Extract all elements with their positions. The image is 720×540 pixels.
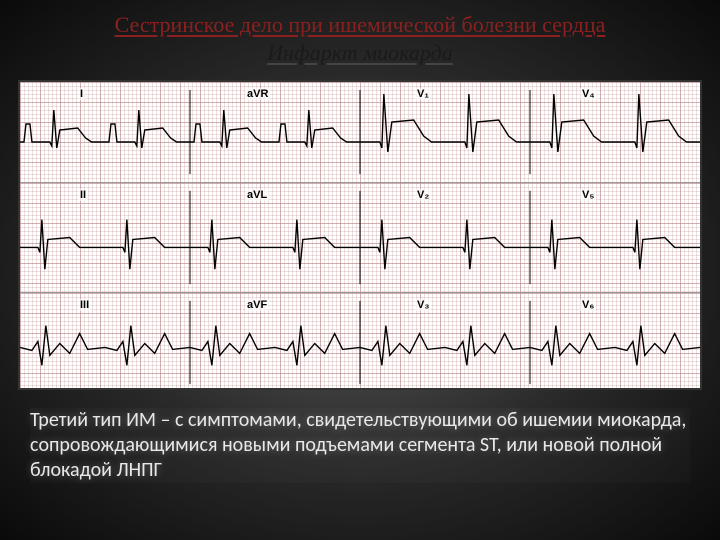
lead-label: aVF	[245, 299, 269, 311]
lead-label: V₃	[415, 299, 431, 311]
ecg-trace	[20, 293, 700, 390]
lead-label: aVL	[245, 189, 269, 201]
ecg-trace	[20, 183, 700, 292]
lead-label: III	[78, 299, 91, 311]
ecg-strip-3: III aVF V₃ V₆	[20, 292, 700, 390]
lead-label: V₁	[415, 88, 431, 100]
slide-title: Сестринское дело при ишемической болезни…	[20, 12, 700, 38]
lead-label: V₆	[580, 299, 596, 311]
lead-label: II	[78, 189, 88, 201]
title-block: Сестринское дело при ишемической болезни…	[0, 0, 720, 74]
slide-subtitle: Инфаркт миокарда	[20, 40, 700, 66]
ecg-readout: IaVR V₁ V₄ II aVL V₂ V₅ III aVF V₃ V₆	[18, 80, 702, 390]
lead-label: I	[78, 88, 85, 100]
ecg-strip-1: IaVR V₁ V₄	[20, 82, 700, 182]
lead-label: aVR	[245, 88, 270, 100]
ecg-trace	[20, 82, 700, 182]
lead-label: V₅	[580, 189, 596, 201]
ecg-strip-2: II aVL V₂ V₅	[20, 182, 700, 292]
lead-label: V₄	[580, 88, 597, 100]
lead-label: V₂	[415, 189, 431, 201]
caption-text: Третий тип ИМ – с симптомами, свидетельс…	[30, 408, 690, 483]
